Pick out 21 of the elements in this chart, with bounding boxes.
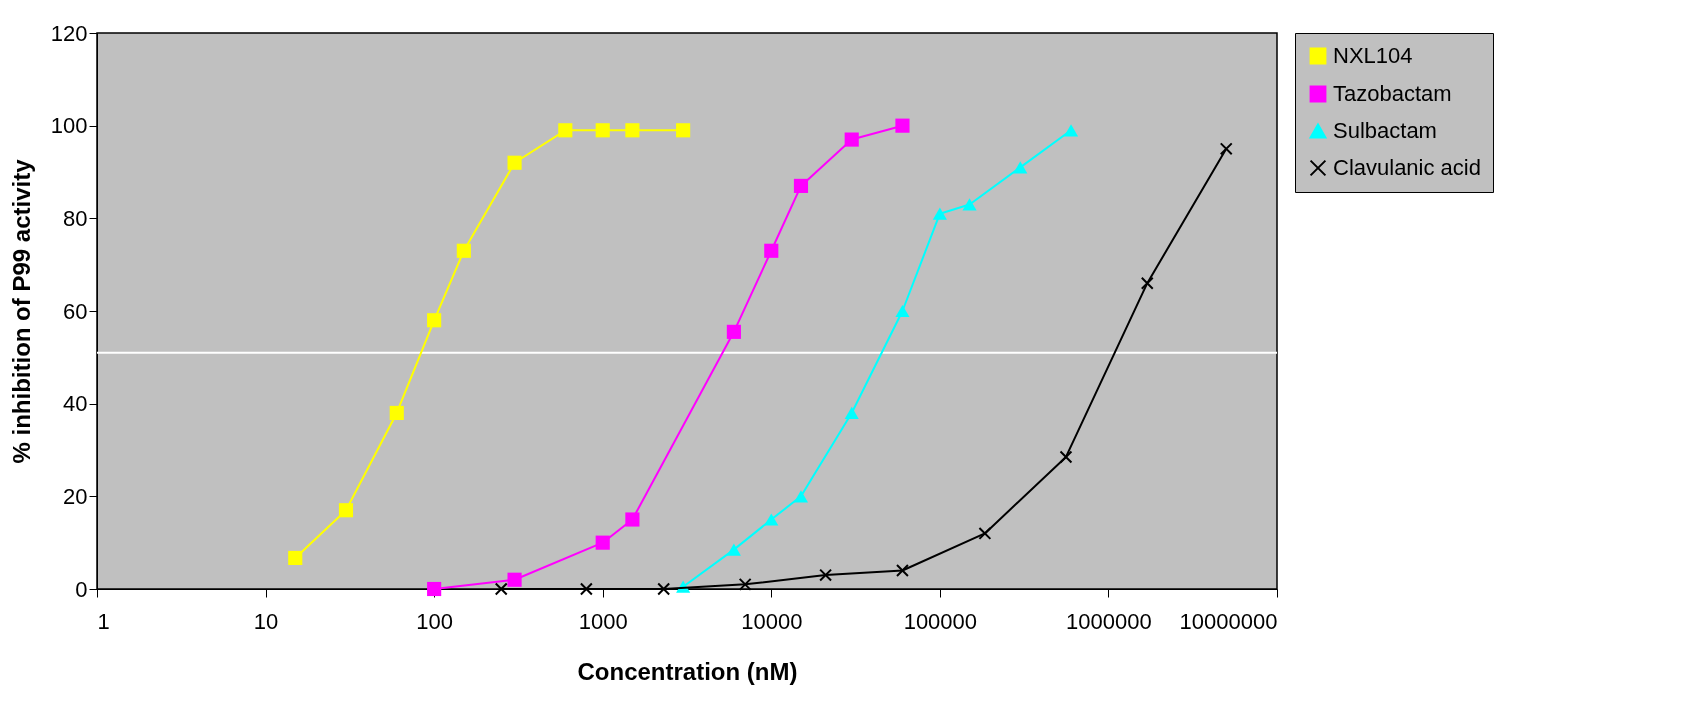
- x-tick-label: 1: [97, 608, 110, 634]
- x-tick-label: 10000000: [1179, 608, 1278, 634]
- legend-label: Tazobactam: [1333, 81, 1452, 106]
- x-tick-label: 100: [416, 608, 453, 634]
- y-tick-label: 60: [63, 298, 88, 324]
- x-tick-label: 1000: [578, 608, 628, 634]
- y-tick-label: 40: [63, 391, 88, 417]
- x-tick-label: 100000: [903, 608, 978, 634]
- y-axis-title: % inhibition of P99 activity: [7, 158, 35, 464]
- legend-label: Sulbactam: [1333, 118, 1437, 143]
- y-tick-label: 120: [50, 20, 88, 46]
- legend-label: NXL104: [1333, 43, 1413, 68]
- x-tick-label: 10: [253, 608, 279, 634]
- legend-label: Clavulanic acid: [1333, 155, 1481, 180]
- x-tick-label: 10000: [741, 608, 803, 634]
- y-tick-label: 80: [63, 205, 88, 231]
- y-tick-label: 0: [75, 576, 88, 602]
- y-tick-label: 20: [63, 483, 88, 509]
- y-tick-label: 100: [50, 113, 88, 139]
- x-axis-title: Concentration (nM): [577, 657, 798, 685]
- x-tick-label: 1000000: [1066, 608, 1152, 634]
